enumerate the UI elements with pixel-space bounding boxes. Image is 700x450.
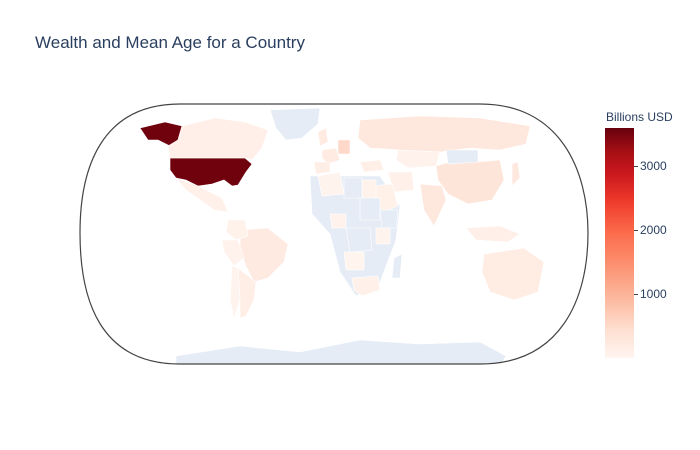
country-nigeria[interactable] [329,213,347,229]
country-ethiopia[interactable] [379,209,399,229]
country-madagascar[interactable] [391,253,403,279]
country-kazakhstan[interactable] [395,149,441,169]
country-egypt[interactable] [361,179,377,199]
country-turkey[interactable] [359,159,385,173]
country-algeria[interactable] [317,171,345,197]
country-india[interactable] [419,183,447,227]
country-chile[interactable] [229,265,241,320]
country-peru[interactable] [221,239,245,267]
country-indonesia[interactable] [465,225,521,243]
country-south-africa[interactable] [351,275,381,297]
country-germany[interactable] [337,139,351,155]
country-mongolia[interactable] [445,149,479,165]
country-japan[interactable] [511,161,521,187]
colorbar-tick-mark [634,230,638,232]
globe-outline [79,103,589,365]
country-antarctica[interactable] [175,339,507,366]
colorbar-tick-label: 1000 [640,287,667,302]
country-greenland[interactable] [269,107,321,141]
country-canada[interactable] [167,117,269,161]
country-libya[interactable] [343,177,363,199]
country-mexico[interactable] [175,177,229,213]
country-colombia[interactable] [225,219,249,241]
country-kenya[interactable] [375,227,391,245]
country-russia[interactable] [357,115,531,153]
chart-title: Wealth and Mean Age for a Country [35,33,305,52]
country-united-kingdom[interactable] [317,127,329,147]
colorbar-tick-mark [634,294,638,296]
country-france[interactable] [321,147,341,165]
colorbar-title: Billions USD [606,110,673,124]
country-angola[interactable] [343,251,365,271]
colorbar-tick-mark [634,166,638,168]
country-china[interactable] [435,159,505,205]
colorbar-tick-label: 3000 [640,159,667,174]
country-sudan[interactable] [359,197,381,221]
colorbar [605,128,634,358]
colorbar-tick-label: 2000 [640,223,667,238]
country-spain[interactable] [313,161,331,175]
country-congo-drc[interactable] [345,227,373,253]
country-australia[interactable] [481,247,545,301]
